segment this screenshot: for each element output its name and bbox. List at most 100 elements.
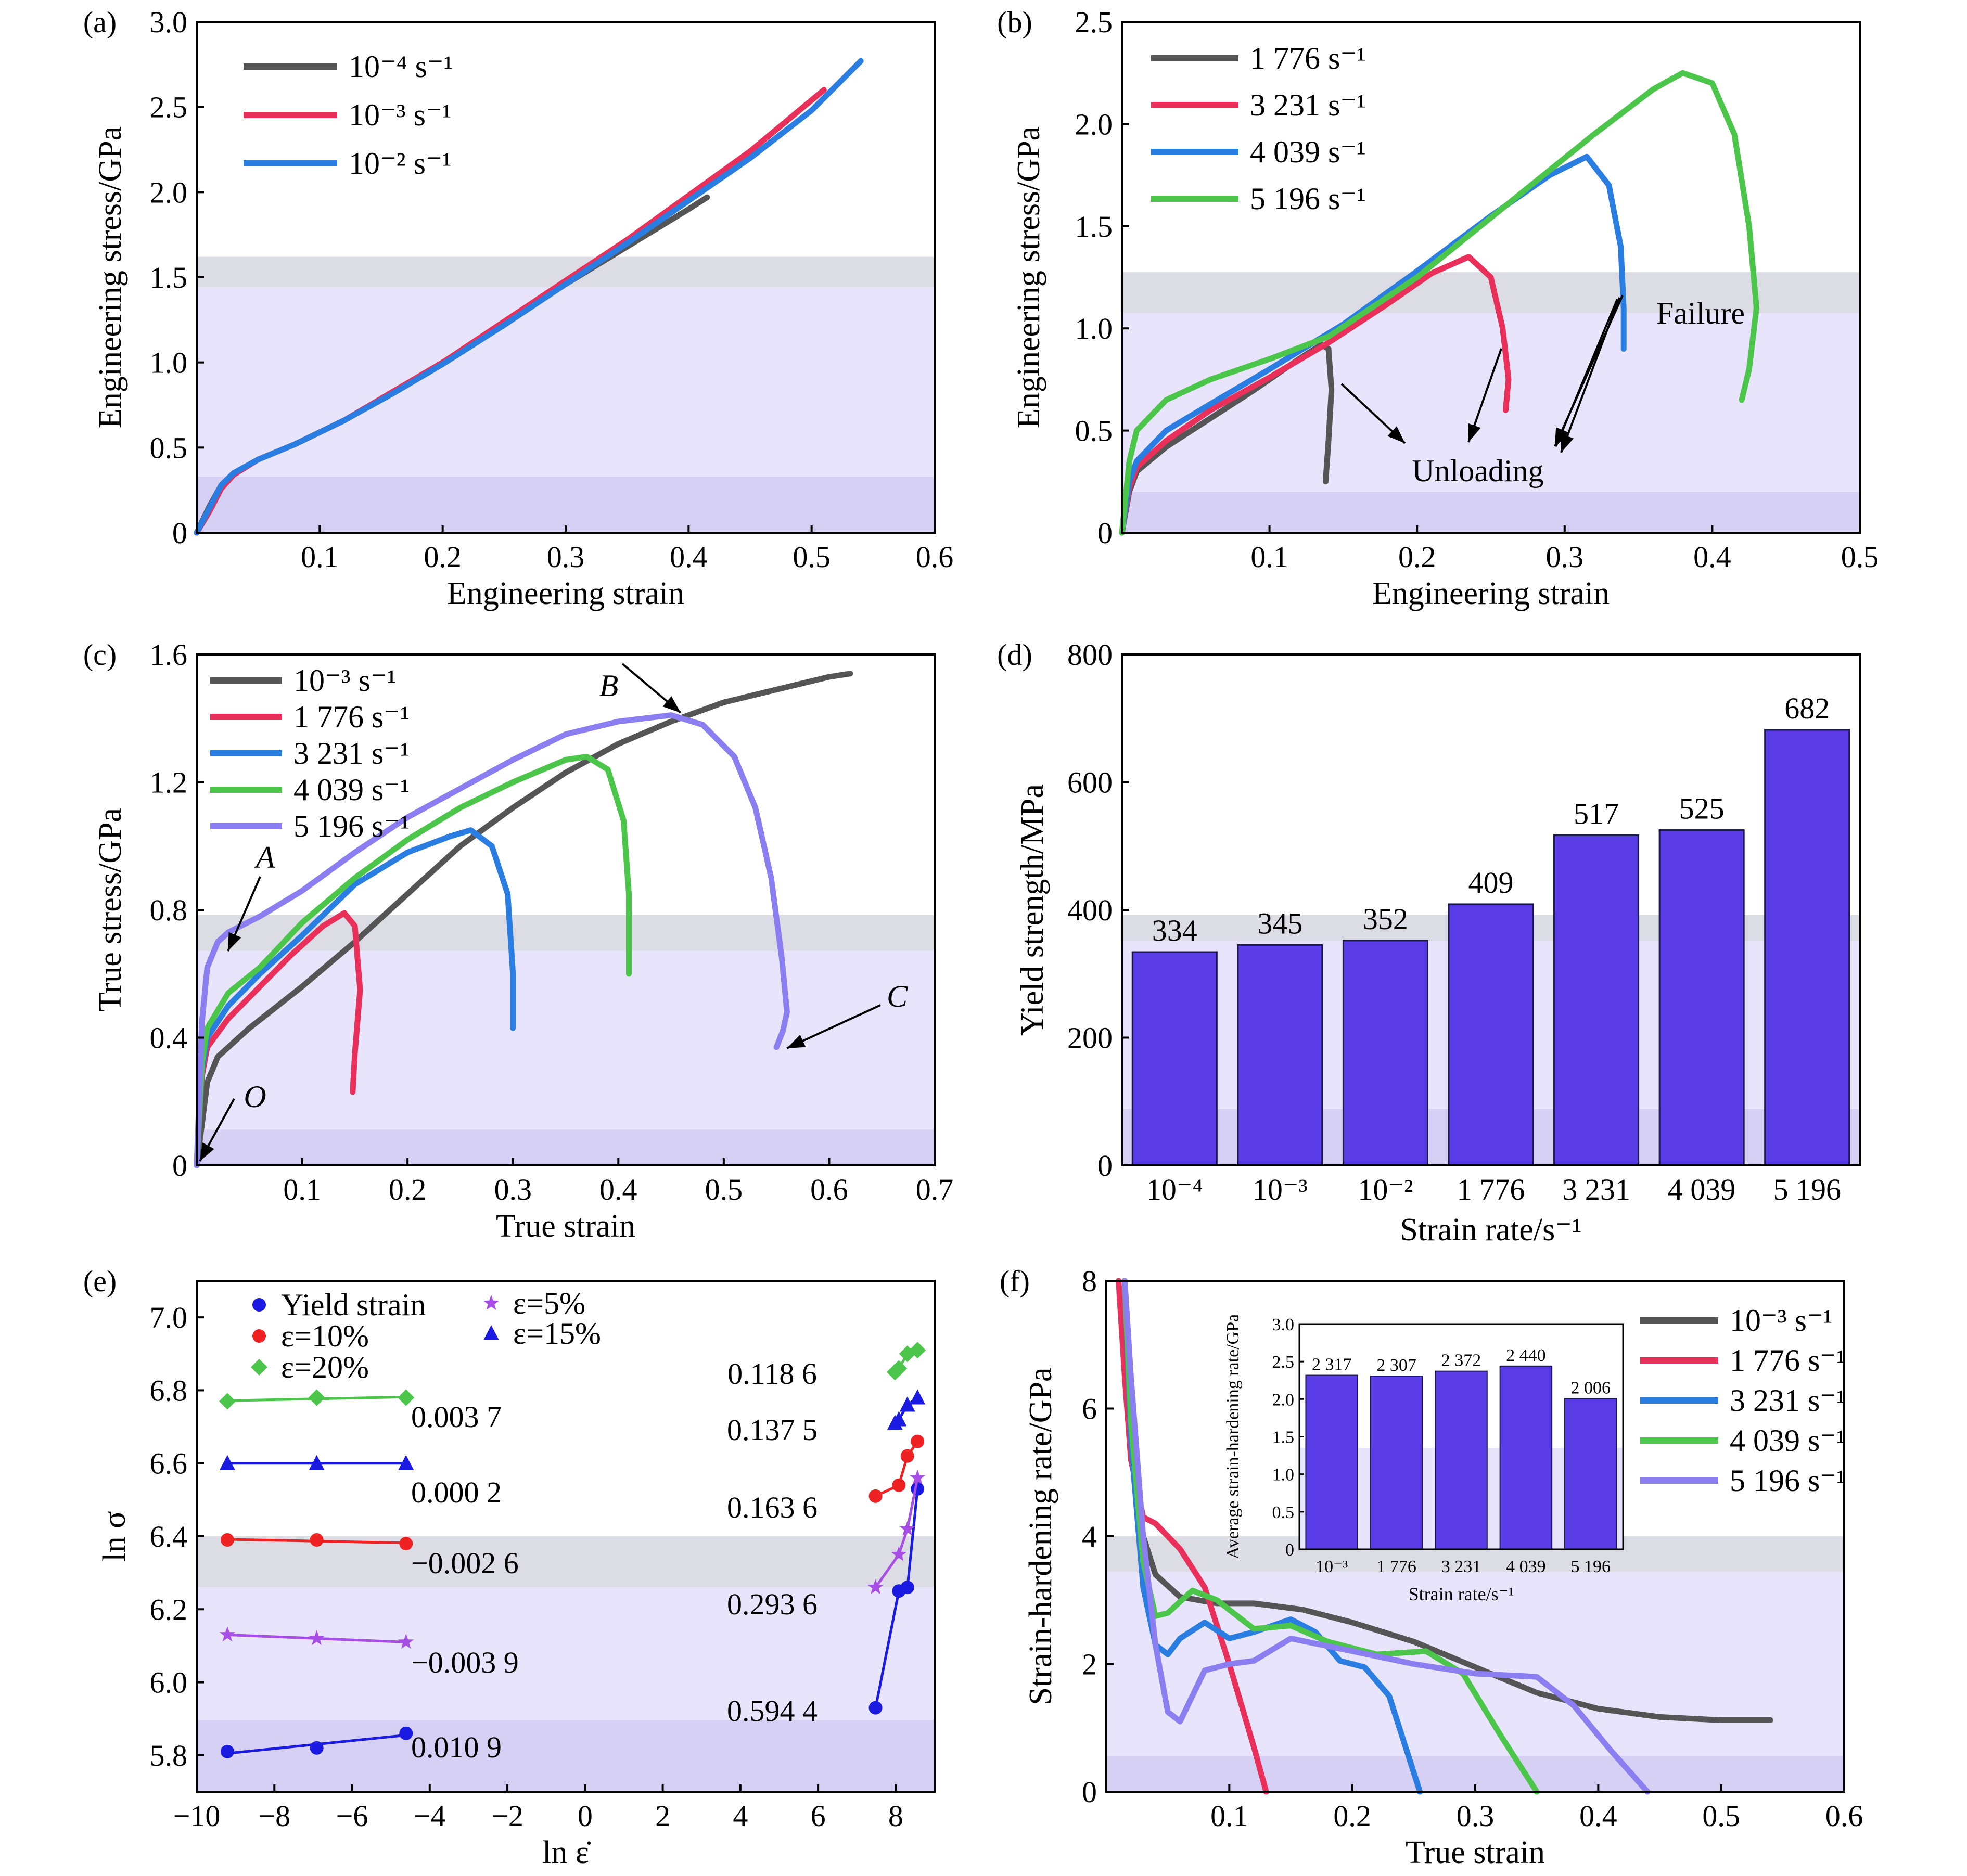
bar <box>1764 729 1850 1166</box>
inset-y-tick-label: 3.0 <box>1272 1315 1295 1334</box>
y-tick-label: 6.2 <box>150 1592 188 1626</box>
slope-label: 0.003 7 <box>411 1400 502 1434</box>
data-point <box>910 1389 926 1405</box>
data-point <box>219 1455 235 1470</box>
background-band <box>197 476 935 533</box>
y-tick-label: 200 <box>1067 1021 1113 1055</box>
background-band <box>197 287 935 477</box>
data-point <box>399 1537 413 1551</box>
y-tick-label: 1.0 <box>150 346 188 380</box>
y-tick-label: 2.5 <box>150 91 188 124</box>
series-line <box>194 671 853 1168</box>
data-point <box>899 1521 915 1536</box>
y-tick-label: 2.0 <box>150 175 188 209</box>
data-point <box>868 1701 883 1715</box>
y-tick-label: 1.0 <box>1075 312 1113 345</box>
x-tick-label: 3 231 <box>1562 1173 1630 1206</box>
x-tick-label: 0.2 <box>389 1173 427 1206</box>
y-tick-label: 0.5 <box>150 431 188 465</box>
y-tick-label: 6.6 <box>150 1447 188 1481</box>
x-tick-label: 4 039 <box>1668 1173 1736 1206</box>
x-tick-label: 0.1 <box>283 1173 321 1206</box>
background-band <box>197 1281 935 1536</box>
bar-value-label: 682 <box>1784 691 1830 725</box>
y-tick-label: 0 <box>172 516 187 550</box>
x-tick-label: 4 <box>733 1799 748 1833</box>
point-b-label: B <box>599 669 619 703</box>
legend-label: 1 776 s⁻¹ <box>1250 41 1366 75</box>
legend-label: 10⁻³ s⁻¹ <box>293 663 397 698</box>
point-o-label: O <box>244 1080 266 1114</box>
inset-y-tick-label: 2.5 <box>1272 1353 1295 1372</box>
legend-label: 10⁻² s⁻¹ <box>349 146 452 181</box>
inset-bar <box>1435 1370 1488 1550</box>
bar-value-label: 345 <box>1257 907 1302 941</box>
y-tick-label: 600 <box>1067 766 1113 800</box>
x-tick-label: 0.2 <box>1333 1799 1371 1833</box>
legend-label: 4 039 s⁻¹ <box>293 773 410 807</box>
inset-bar <box>1305 1374 1358 1550</box>
slope-label: 0.137 5 <box>727 1413 818 1447</box>
data-point <box>891 1546 907 1561</box>
x-tick-label: 0.3 <box>1457 1799 1495 1833</box>
data-point <box>891 1411 907 1427</box>
x-axis-label: Engineering strain <box>447 576 684 611</box>
x-tick-label: 10⁻² <box>1358 1173 1413 1206</box>
data-point <box>900 1449 914 1463</box>
x-tick-label: 10⁻³ <box>1253 1173 1308 1206</box>
y-tick-label: 8 <box>1082 1264 1097 1298</box>
background-band <box>1122 492 1860 533</box>
bar-value-label: 517 <box>1574 796 1619 830</box>
inset-y-tick-label: 2.0 <box>1272 1390 1295 1409</box>
inset-bar-value-label: 2 440 <box>1506 1346 1546 1365</box>
panel-label: (f) <box>1000 1264 1030 1298</box>
inset-y-axis-label: Average strain-hardening rate/GPa <box>1223 1314 1243 1559</box>
y-tick-label: 5.8 <box>150 1739 188 1772</box>
x-tick-label: 0.1 <box>1210 1799 1248 1833</box>
panel-b: 0 0.5 1.0 1.5 2.0 2.5 0.1 0.2 0.3 0.4 0.5 Engineeri… <box>997 5 1879 611</box>
data-point <box>909 1342 926 1359</box>
data-point <box>892 1478 906 1492</box>
series-line <box>1121 1278 1423 1795</box>
legend-label: 10⁻³ s⁻¹ <box>349 98 452 132</box>
panel-label: (b) <box>997 5 1032 39</box>
fit-line <box>875 1441 919 1498</box>
slope-label: 0.000 2 <box>411 1475 502 1509</box>
bar-value-label: 352 <box>1363 902 1408 936</box>
data-point <box>483 1325 499 1340</box>
x-tick-label: 0.5 <box>1702 1799 1740 1833</box>
data-point <box>909 1469 926 1485</box>
legend-label: 10⁻³ s⁻¹ <box>1730 1303 1833 1338</box>
slope-label: −0.002 6 <box>411 1546 519 1580</box>
x-tick-label: 0.3 <box>494 1173 532 1206</box>
y-tick-label: 800 <box>1067 638 1113 672</box>
series-line <box>1121 1278 1651 1795</box>
y-tick-label: 6.0 <box>150 1666 188 1700</box>
bar <box>1448 903 1534 1166</box>
point-c-label: C <box>887 979 908 1013</box>
y-axis-label: Engineering stress/GPa <box>1011 126 1046 428</box>
data-point <box>310 1533 324 1547</box>
data-point <box>219 1393 236 1410</box>
y-tick-label: 400 <box>1067 893 1113 927</box>
legend-label: ε=10% <box>281 1319 369 1353</box>
y-tick-label: 4 <box>1082 1520 1097 1553</box>
x-tick-label: 8 <box>888 1799 903 1833</box>
x-tick-label: −2 <box>491 1799 523 1833</box>
data-point <box>483 1295 500 1310</box>
inset-y-tick-label: 0 <box>1285 1540 1294 1560</box>
x-tick-label: 10⁻⁴ <box>1146 1173 1203 1206</box>
slope-label: 0.010 9 <box>411 1730 502 1764</box>
annotation-arrowhead <box>787 1034 806 1048</box>
y-tick-label: 2 <box>1082 1648 1097 1681</box>
x-tick-label: 0.6 <box>810 1173 848 1206</box>
annotation-arrowhead <box>1556 427 1569 446</box>
x-tick-label: 0.6 <box>916 540 954 574</box>
annotation-arrowhead <box>200 1142 214 1161</box>
slope-label: 0.118 6 <box>727 1357 817 1391</box>
inset-x-tick-label: 4 039 <box>1506 1557 1546 1576</box>
bar <box>1553 834 1640 1166</box>
slope-label: −0.003 9 <box>411 1646 519 1679</box>
data-point <box>308 1389 325 1406</box>
y-tick-label: 0 <box>172 516 187 550</box>
